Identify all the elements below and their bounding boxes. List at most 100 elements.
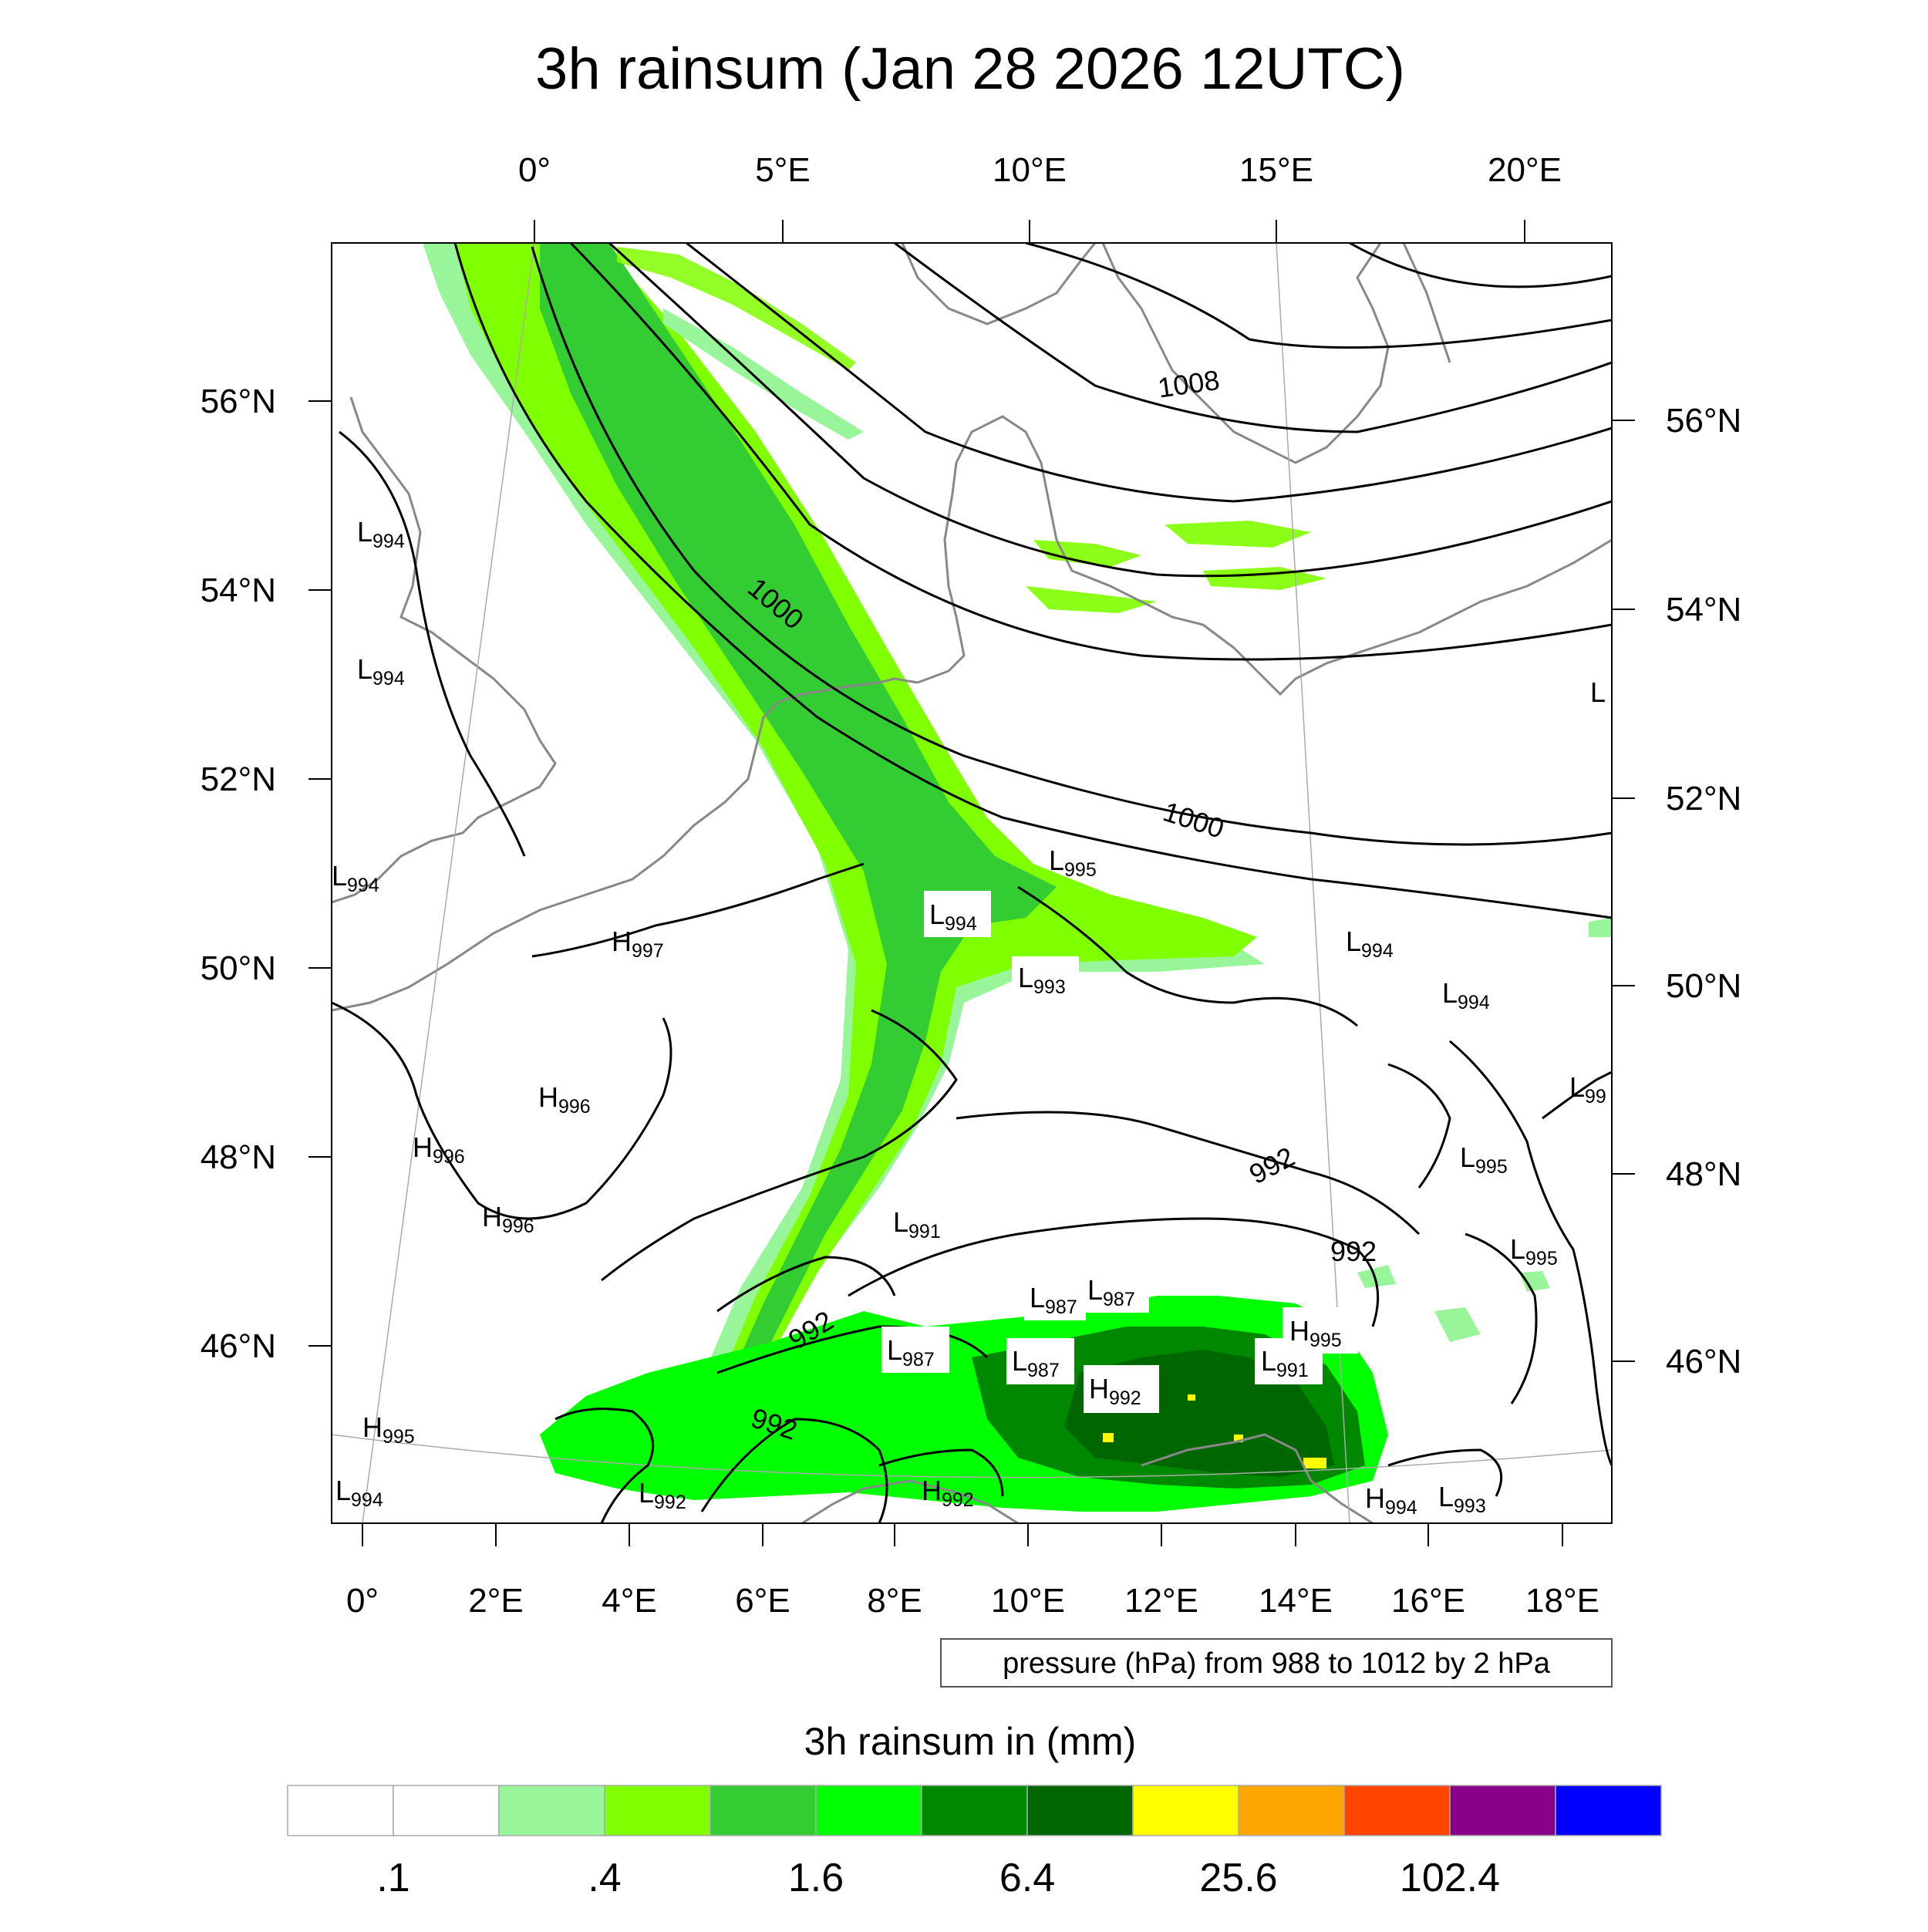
isobar-996-west bbox=[339, 430, 526, 857]
pressure-center-value: 987 bbox=[1027, 1360, 1060, 1381]
map-frame bbox=[331, 242, 1613, 1524]
pressure-center: L99 bbox=[1569, 1071, 1606, 1108]
pressure-center-value: 995 bbox=[1064, 859, 1097, 881]
rain-alps-extreme-cells bbox=[1103, 1394, 1326, 1468]
pressure-center: L994 bbox=[357, 653, 405, 690]
colorbar-swatch bbox=[498, 1785, 605, 1836]
pressure-center-letter: L bbox=[1012, 1345, 1027, 1377]
isobar-1012 bbox=[1349, 243, 1612, 288]
pressure-center-letter: H bbox=[612, 926, 632, 957]
colorbar-boxes bbox=[287, 1785, 1662, 1836]
colorbar-tick-label: .1 bbox=[376, 1856, 410, 1900]
colorbar-swatch bbox=[1343, 1785, 1451, 1836]
pressure-center-boxed: L987 bbox=[881, 1327, 949, 1373]
pressure-center-value: 994 bbox=[372, 668, 405, 690]
left-lat-label: 52°N bbox=[201, 760, 276, 798]
colorbar-swatch bbox=[710, 1785, 817, 1836]
isobar-1000 bbox=[531, 246, 1612, 846]
pressure-center-value: 993 bbox=[1454, 1495, 1486, 1517]
right-lat-label: 56°N bbox=[1666, 402, 1741, 440]
pressure-center: L995 bbox=[1460, 1141, 1508, 1178]
pressure-center-value: 995 bbox=[383, 1426, 415, 1448]
graticule-lat-45n bbox=[332, 1434, 1612, 1479]
pressure-center-letter: L bbox=[1460, 1141, 1475, 1173]
top-lon-label: 5°E bbox=[755, 151, 810, 189]
colorbar-swatch bbox=[815, 1785, 922, 1836]
colorbar-tick-label: 6.4 bbox=[999, 1856, 1055, 1900]
pressure-center: L987 bbox=[887, 1334, 935, 1371]
left-lat-label: 46°N bbox=[201, 1327, 276, 1365]
coastline-scandinavia bbox=[901, 243, 1451, 464]
left-lat-label: 54°N bbox=[201, 572, 276, 609]
bottom-lon-label: 0° bbox=[346, 1582, 379, 1620]
contour-info-text: pressure (hPa) from 988 to 1012 by 2 hPa bbox=[1003, 1647, 1551, 1680]
pressure-center-letter: L bbox=[1261, 1345, 1276, 1377]
coastline-mediterranean-france bbox=[801, 1479, 1019, 1523]
contour-info-box: pressure (hPa) from 988 to 1012 by 2 hPa bbox=[940, 1638, 1613, 1688]
bottom-lon-label: 8°E bbox=[867, 1582, 922, 1620]
pressure-center: H996 bbox=[482, 1201, 534, 1237]
isobar-1008 bbox=[894, 243, 1612, 433]
top-lon-label: 20°E bbox=[1488, 151, 1562, 189]
isobar-1006 bbox=[686, 243, 1612, 503]
pressure-center: L994 bbox=[1442, 977, 1490, 1013]
pressure-center-boxed: L991 bbox=[887, 1199, 954, 1246]
pressure-center-value: 994 bbox=[1458, 992, 1490, 1013]
pressure-center-letter: L bbox=[1030, 1282, 1045, 1313]
pressure-center-value: 995 bbox=[1309, 1330, 1342, 1351]
isobar-1002 bbox=[569, 243, 1612, 661]
pressure-center: L bbox=[1590, 676, 1606, 708]
pressure-center: L987 bbox=[1012, 1345, 1060, 1381]
top-lon-label: 0° bbox=[518, 151, 551, 189]
pressure-center: H992 bbox=[1089, 1373, 1141, 1409]
isobar-996-center bbox=[531, 862, 865, 958]
bottom-lon-label: 10°E bbox=[991, 1582, 1065, 1620]
pressure-center: L993 bbox=[1438, 1481, 1486, 1517]
pressure-center: H995 bbox=[362, 1411, 415, 1448]
pressure-center-letter: L bbox=[639, 1477, 654, 1509]
pressure-center-letter: L bbox=[1049, 845, 1064, 876]
colorbar-swatch bbox=[921, 1785, 1028, 1836]
coastlines bbox=[332, 243, 1612, 1523]
pressure-center: L994 bbox=[332, 860, 379, 896]
pressure-center: L991 bbox=[1261, 1345, 1309, 1381]
pressure-center: L991 bbox=[893, 1206, 941, 1242]
pressure-center: L993 bbox=[1018, 962, 1066, 998]
isobar-992-a bbox=[848, 1217, 1380, 1327]
pressure-center: H996 bbox=[538, 1081, 591, 1118]
rain-band-core bbox=[540, 243, 1057, 1458]
isobar-994-b bbox=[601, 1009, 958, 1282]
right-lat-label: 50°N bbox=[1666, 967, 1741, 1005]
pressure-center-value: 995 bbox=[1525, 1248, 1558, 1269]
bottom-lon-label: 14°E bbox=[1259, 1582, 1333, 1620]
pressure-center-boxed: L993 bbox=[1012, 956, 1079, 1003]
isobar-992-d bbox=[700, 1418, 888, 1523]
pressure-center-boxed: H992 bbox=[1084, 1365, 1159, 1413]
pressure-center-letter: L bbox=[1510, 1233, 1525, 1265]
pressure-center-value: 994 bbox=[351, 1489, 383, 1511]
isobar-east-d bbox=[1465, 1232, 1538, 1404]
pressure-center-letter: L bbox=[1346, 926, 1361, 957]
pressure-centers: L994 L994 L994 H997 H996 H996 H996 H995 … bbox=[332, 516, 1606, 1519]
colorbar-swatch bbox=[287, 1785, 394, 1836]
colorbar-tick-label: 25.6 bbox=[1199, 1856, 1277, 1900]
pressure-center-letter: H bbox=[1365, 1482, 1385, 1514]
isobar-south-center bbox=[878, 1448, 1004, 1497]
isobar-east-a bbox=[1449, 1040, 1612, 1466]
isobar-east-c bbox=[1542, 1071, 1612, 1120]
isobar-east-b bbox=[1387, 1063, 1451, 1189]
pressure-center: L994 bbox=[335, 1475, 383, 1511]
coastline-britain bbox=[332, 396, 557, 904]
pressure-center-boxed: H995 bbox=[1283, 1307, 1358, 1354]
pressure-center-letter: L bbox=[1438, 1481, 1454, 1512]
coastline-germany-denmark bbox=[917, 415, 1612, 696]
isobar-992-b bbox=[716, 1256, 896, 1313]
map-title: 3h rainsum (Jan 28 2026 12UTC) bbox=[535, 36, 1405, 102]
coastline-adriatic bbox=[1141, 1433, 1374, 1523]
left-latitude-axis: 56°N 54°N 52°N 50°N 48°N 46°N bbox=[201, 383, 332, 1365]
pressure-center-value: 996 bbox=[433, 1146, 465, 1168]
right-lat-label: 52°N bbox=[1666, 780, 1741, 818]
pressure-center-letter: H bbox=[1289, 1315, 1309, 1347]
colorbar-tick-label: .4 bbox=[588, 1856, 621, 1900]
pressure-center-letter: L bbox=[1590, 676, 1606, 708]
